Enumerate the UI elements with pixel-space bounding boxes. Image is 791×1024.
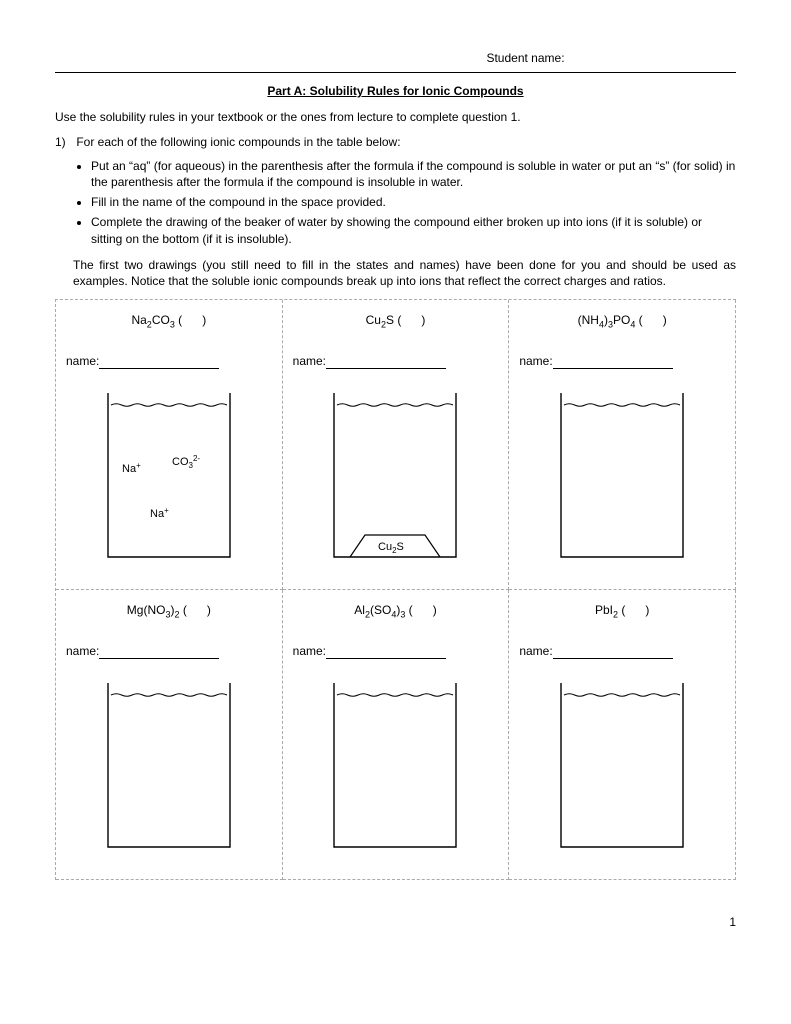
precipitate-label: Cu2S <box>378 541 404 555</box>
name-line: name: <box>519 643 725 659</box>
header-rule <box>55 72 736 73</box>
name-blank[interactable] <box>99 357 219 369</box>
q1-number: 1) <box>55 134 73 150</box>
name-label: name: <box>66 644 99 658</box>
formula-line: Cu2S ( ) <box>293 312 499 331</box>
name-blank[interactable] <box>553 647 673 659</box>
name-blank[interactable] <box>326 357 446 369</box>
compound-cell: (NH4)3PO4 ( ) name: <box>509 300 736 590</box>
compound-cell: Cu2S ( ) name: Cu2S <box>283 300 510 590</box>
bullet-item: Complete the drawing of the beaker of wa… <box>91 214 736 246</box>
bullet-item: Fill in the name of the compound in the … <box>91 194 736 210</box>
formula: (NH4)3PO4 <box>578 313 636 327</box>
note-paragraph: The first two drawings (you still need t… <box>73 257 736 289</box>
compound-grid: Na2CO3 ( ) name: Na+ CO32- Na+ Cu2S ( ) <box>55 299 736 880</box>
formula: Na2CO3 <box>131 313 174 327</box>
formula-line: Na2CO3 ( ) <box>66 312 272 331</box>
name-line: name: <box>66 643 272 659</box>
compound-cell: Na2CO3 ( ) name: Na+ CO32- Na+ <box>56 300 283 590</box>
name-label: name: <box>519 644 552 658</box>
student-name-text: Student name: <box>486 51 564 65</box>
page-title: Part A: Solubility Rules for Ionic Compo… <box>55 83 736 99</box>
instruction-bullets: Put an “aq” (for aqueous) in the parenth… <box>91 158 736 247</box>
beaker-diagram <box>547 677 697 852</box>
beaker-diagram: Cu2S <box>320 387 470 562</box>
name-label: name: <box>519 354 552 368</box>
beaker-diagram <box>94 677 244 852</box>
name-line: name: <box>66 353 272 369</box>
formula-line: Al2(SO4)3 ( ) <box>293 602 499 621</box>
formula-line: PbI2 ( ) <box>519 602 725 621</box>
beaker-diagram: Na+ CO32- Na+ <box>94 387 244 562</box>
student-name-label: Student name: <box>55 50 736 66</box>
ion-na-plus: Na+ <box>122 461 141 475</box>
question-1: 1) For each of the following ionic compo… <box>55 134 736 150</box>
name-blank[interactable] <box>99 647 219 659</box>
bullet-item: Put an “aq” (for aqueous) in the parenth… <box>91 158 736 190</box>
formula-line: (NH4)3PO4 ( ) <box>519 312 725 331</box>
name-blank[interactable] <box>553 357 673 369</box>
beaker-diagram <box>547 387 697 562</box>
compound-cell: Al2(SO4)3 ( ) name: <box>283 590 510 880</box>
formula: Cu2S <box>366 313 394 327</box>
name-line: name: <box>293 353 499 369</box>
ion-co3: CO32- <box>172 454 200 470</box>
formula: Al2(SO4)3 <box>354 603 405 617</box>
compound-cell: PbI2 ( ) name: <box>509 590 736 880</box>
intro-text: Use the solubility rules in your textboo… <box>55 109 736 125</box>
name-label: name: <box>293 644 326 658</box>
formula: PbI2 <box>595 603 618 617</box>
name-blank[interactable] <box>326 647 446 659</box>
formula-line: Mg(NO3)2 ( ) <box>66 602 272 621</box>
compound-cell: Mg(NO3)2 ( ) name: <box>56 590 283 880</box>
page-number: 1 <box>55 914 736 930</box>
formula: Mg(NO3)2 <box>127 603 180 617</box>
name-label: name: <box>293 354 326 368</box>
ion-na-plus: Na+ <box>150 506 169 520</box>
name-line: name: <box>293 643 499 659</box>
name-line: name: <box>519 353 725 369</box>
name-label: name: <box>66 354 99 368</box>
q1-text: For each of the following ionic compound… <box>76 135 400 149</box>
beaker-diagram <box>320 677 470 852</box>
